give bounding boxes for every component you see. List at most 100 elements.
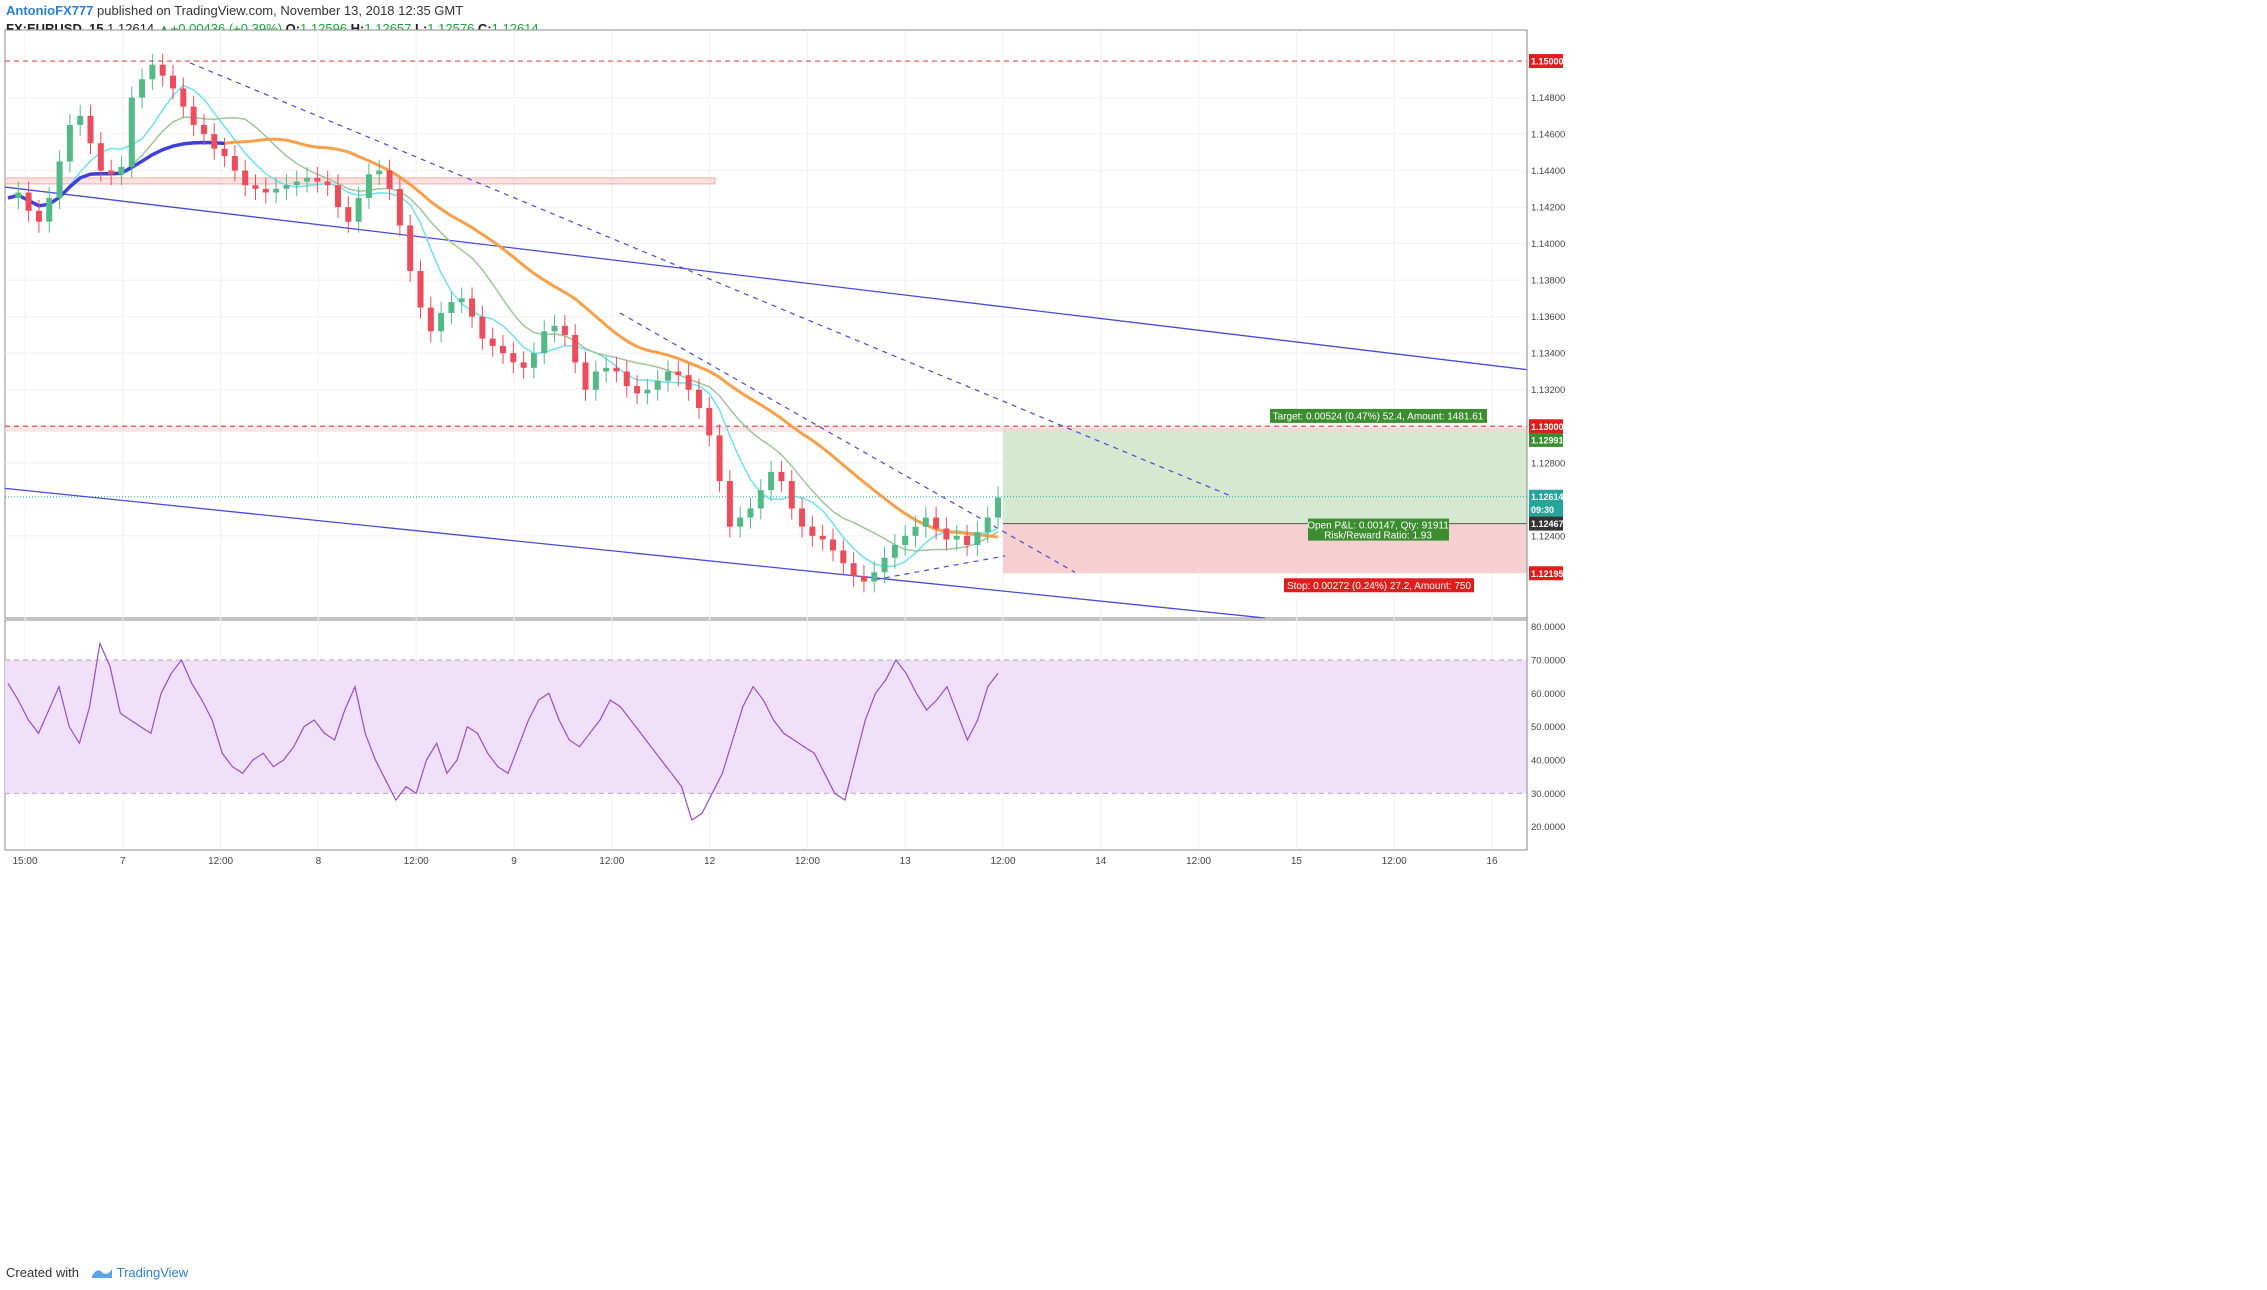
target-label: Target: 0.00524 (0.47%) 52.4, Amount: 14… xyxy=(1273,411,1484,422)
candle-body xyxy=(35,210,42,222)
candle-body xyxy=(984,517,991,533)
candle-body xyxy=(654,380,661,390)
x-tick-label: 15 xyxy=(1291,856,1303,867)
candle-body xyxy=(922,517,929,527)
candle-body xyxy=(582,362,589,390)
candle-body xyxy=(809,526,816,536)
y-tick-label: 1.12800 xyxy=(1531,458,1565,469)
channel-upper-line xyxy=(4,186,1528,371)
candle-body xyxy=(675,371,682,376)
candle-body xyxy=(592,371,599,390)
candle-body xyxy=(149,64,156,80)
candle-body xyxy=(448,302,455,314)
rsi-tick-label: 60.0000 xyxy=(1531,689,1565,700)
created-with-text: Created with xyxy=(6,1265,79,1280)
candle-body xyxy=(139,79,146,98)
candle-body xyxy=(345,207,352,222)
candle-body xyxy=(252,185,259,189)
candle-body xyxy=(634,386,641,394)
x-tick-label: 15:00 xyxy=(12,856,37,867)
candle-body xyxy=(46,198,53,222)
x-tick-label: 8 xyxy=(316,856,322,867)
y-tick-label: 1.14000 xyxy=(1531,239,1565,250)
x-tick-label: 16 xyxy=(1486,856,1498,867)
candle-body xyxy=(180,88,187,107)
candle-body xyxy=(66,124,73,162)
price-axis-label-text: 1.13000 xyxy=(1531,422,1564,432)
x-tick-label: 12:00 xyxy=(208,856,233,867)
candle-body xyxy=(912,526,919,536)
price-axis-label-text: 1.12991 xyxy=(1531,435,1564,445)
stop-label-box xyxy=(1284,578,1474,593)
resistance-zone xyxy=(5,426,1527,432)
candle-body xyxy=(603,367,610,372)
candle-body xyxy=(943,528,950,540)
candle-body xyxy=(304,177,311,182)
x-tick-label: 14 xyxy=(1095,856,1107,867)
candle-body xyxy=(200,124,207,135)
candle-body xyxy=(819,535,826,540)
y-tick-label: 1.13200 xyxy=(1531,385,1565,396)
candle-body xyxy=(530,353,537,368)
y-tick-label: 1.14600 xyxy=(1531,130,1565,141)
rsi-tick-label: 80.0000 xyxy=(1531,622,1565,633)
candle-body xyxy=(623,371,630,387)
candle-body xyxy=(902,535,909,545)
candle-body xyxy=(355,198,362,222)
candle-body xyxy=(170,75,176,89)
candle-body xyxy=(757,490,764,509)
candle-body xyxy=(891,544,898,558)
x-tick-label: 13 xyxy=(900,856,912,867)
ma-mid-line xyxy=(7,116,999,552)
x-tick-label: 12 xyxy=(704,856,716,867)
candle-body xyxy=(860,576,867,582)
rsi-tick-label: 40.0000 xyxy=(1531,756,1565,767)
y-tick-label: 1.14800 xyxy=(1531,93,1565,104)
candle-body xyxy=(974,532,981,545)
candle-body xyxy=(386,170,393,189)
candle-body xyxy=(407,225,414,272)
candle-body xyxy=(314,177,321,182)
tradingview-brand[interactable]: TradingView xyxy=(116,1265,189,1280)
candle-body xyxy=(231,156,238,171)
candle-body xyxy=(561,325,568,335)
candle-body xyxy=(283,185,290,189)
candle-body xyxy=(262,188,269,193)
candle-body xyxy=(56,161,63,198)
author-link[interactable]: AntonioFX777 xyxy=(6,3,94,18)
price-axis-label xyxy=(1529,489,1563,504)
candle-body xyxy=(995,497,1001,518)
target-zone xyxy=(1003,427,1527,524)
candle-body xyxy=(572,334,579,363)
candle-body xyxy=(118,166,125,175)
candle-body xyxy=(644,389,651,394)
tradingview-logo-icon[interactable] xyxy=(91,1265,113,1282)
price-axis-label xyxy=(1529,516,1563,531)
price-axis-label xyxy=(1529,419,1563,434)
stop-label: Stop: 0.00272 (0.24%) 27.2, Amount: 750 xyxy=(1287,581,1471,592)
candle-body xyxy=(716,435,723,482)
candle-body xyxy=(25,192,32,211)
x-tick-label: 12:00 xyxy=(1186,856,1211,867)
x-tick-label: 12:00 xyxy=(990,856,1015,867)
candle-body xyxy=(737,517,744,527)
candle-body xyxy=(128,97,135,167)
risk-reward-label: Risk/Reward Ratio: 1.93 xyxy=(1324,531,1432,542)
y-tick-label: 1.14200 xyxy=(1531,203,1565,214)
candle-body xyxy=(108,170,115,175)
x-tick-label: 12:00 xyxy=(404,856,429,867)
open-pnl-label: Open P&L: 0.00147, Qty: 91911 xyxy=(1307,521,1449,532)
candle-body xyxy=(551,325,558,332)
support-zone xyxy=(4,177,716,185)
candle-body xyxy=(489,338,496,346)
trend-dashed-line-2 xyxy=(619,312,1076,573)
candle-body xyxy=(396,188,403,226)
rsi-tick-label: 30.0000 xyxy=(1531,789,1565,800)
ma-slow-line xyxy=(214,137,999,539)
price-axis-label xyxy=(1529,502,1563,517)
candle-body xyxy=(768,471,775,491)
x-tick-label: 12:00 xyxy=(795,856,820,867)
rsi-line xyxy=(7,641,999,821)
candle-body xyxy=(427,307,434,332)
